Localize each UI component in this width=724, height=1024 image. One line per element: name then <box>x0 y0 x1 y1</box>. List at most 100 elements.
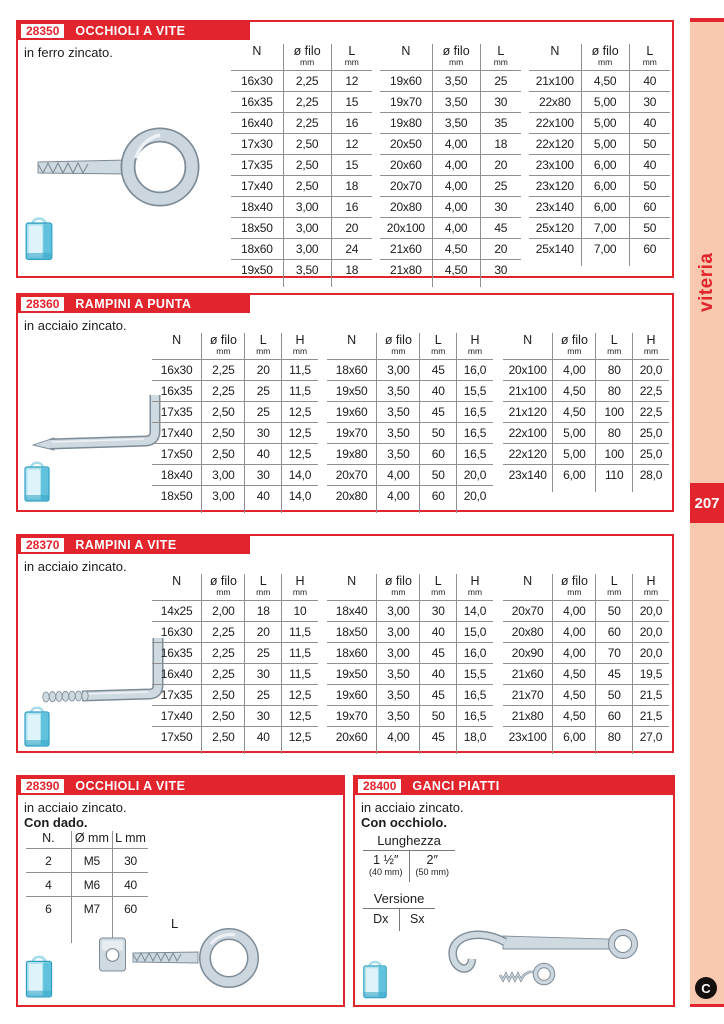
value-cell: 30 <box>244 663 282 685</box>
value-cell: 18x40 <box>231 196 284 218</box>
table-row: 19x50 3,50 40 15,5 <box>327 380 493 402</box>
table-row: 23x120 6,00 50 <box>529 175 670 197</box>
table-row: 20x60 4,00 45 18,0 <box>327 726 493 747</box>
value-cell: 60 <box>628 196 670 218</box>
table-row: 25x140 7,00 60 <box>529 238 670 259</box>
value-cell: 25 <box>479 175 521 197</box>
value-cell: 60 <box>595 705 633 727</box>
value-cell: 18x60 <box>327 359 377 381</box>
value-cell: 12,5 <box>280 401 318 423</box>
pack-icon <box>361 958 389 1000</box>
value-cell: 12,5 <box>280 422 318 444</box>
section-code: 28350 <box>20 23 66 39</box>
value-cell: 21x60 <box>380 238 433 260</box>
value-cell: 60 <box>628 238 670 259</box>
material-note: in acciaio zincato. <box>361 800 464 815</box>
section-title: OCCHIOLI A VITE <box>75 779 186 793</box>
table-row: 17x50 2,50 40 12,5 <box>152 726 318 747</box>
table-row: 23x100 6,00 80 27,0 <box>503 726 669 747</box>
value-cell: 3,00 <box>282 196 332 218</box>
value-cell: 21x70 <box>503 684 553 706</box>
value-cell: 19x70 <box>327 422 377 444</box>
section-28350: 28350 OCCHIOLI A VITE in ferro zincato. … <box>16 20 674 287</box>
material-note: in ferro zincato. <box>24 45 113 60</box>
pack-icon <box>22 704 52 748</box>
value-cell: 6,00 <box>552 464 596 485</box>
value-cell: 18x50 <box>327 621 377 643</box>
column-header: N <box>172 574 182 588</box>
value-cell: M7 <box>70 896 113 920</box>
value-cell: 16x35 <box>152 642 202 664</box>
value-cell: 40 <box>628 112 670 134</box>
value-cell: 18 <box>244 600 282 622</box>
length-size: 2″ <box>426 853 438 867</box>
value-cell: 17x40 <box>152 422 202 444</box>
page-number-badge: 207 <box>690 483 724 523</box>
table-row: 17x35 2,50 25 12,5 <box>152 684 318 706</box>
value-cell: 50 <box>419 422 457 444</box>
value-cell: 14,0 <box>280 464 318 486</box>
table-row: 18x40 3,00 30 14,0 <box>152 464 318 486</box>
value-cell: 12 <box>330 70 372 92</box>
value-cell: 3,00 <box>376 621 420 643</box>
table-row: 16x35 2,25 15 <box>231 91 372 113</box>
material-note: in acciaio zincato. <box>24 318 127 333</box>
value-cell: 2,50 <box>201 422 245 444</box>
value-cell: 2,25 <box>201 642 245 664</box>
value-cell: 21x120 <box>503 401 553 423</box>
value-cell: 45 <box>595 663 633 685</box>
column-header: N <box>172 333 182 347</box>
value-cell: 40 <box>112 872 148 897</box>
table-row: 18x50 3,00 40 14,0 <box>152 485 318 506</box>
value-cell: 20,0 <box>631 621 669 643</box>
value-cell: 16x30 <box>152 359 202 381</box>
section-header: 28350 OCCHIOLI A VITE <box>18 22 250 40</box>
value-cell: 16x40 <box>231 112 284 134</box>
table-row: 17x35 2,50 15 <box>231 154 372 176</box>
section-title: RAMPINI A PUNTA <box>75 297 192 311</box>
value-cell: 40 <box>244 726 282 747</box>
value-cell: 20,0 <box>631 642 669 664</box>
table-row: 19x60 3,50 45 16,5 <box>327 401 493 423</box>
column-header: N <box>252 44 262 58</box>
column-header: N <box>401 44 411 58</box>
value-cell: 4,00 <box>376 464 420 486</box>
value-cell: 21x100 <box>529 70 582 92</box>
value-cell: 11,5 <box>280 642 318 664</box>
value-cell: 6,00 <box>580 154 630 176</box>
value-cell: 20x70 <box>380 175 433 197</box>
flat-hook-illustration <box>448 929 638 986</box>
material-note: in acciaio zincato. <box>24 559 127 574</box>
value-cell: 45 <box>419 642 457 664</box>
value-cell: 5,00 <box>580 112 630 134</box>
value-cell: 18x40 <box>327 600 377 622</box>
value-cell: 19x70 <box>327 705 377 727</box>
column-header: ø filo mm <box>376 574 420 601</box>
table-row: 17x40 2,50 30 12,5 <box>152 422 318 444</box>
section-header: 28370 RAMPINI A VITE <box>18 536 250 554</box>
table-row: 16x40 2,25 16 <box>231 112 372 134</box>
value-cell: 3,50 <box>376 663 420 685</box>
table-row: 19x50 3,50 40 15,5 <box>327 663 493 685</box>
value-cell: 18x60 <box>231 238 284 260</box>
value-cell: 20 <box>244 621 282 643</box>
value-cell: 5,00 <box>580 133 630 155</box>
table-row: 18x40 3,00 16 <box>231 196 372 218</box>
table-row: 17x50 2,50 40 12,5 <box>152 443 318 465</box>
value-cell: 16,5 <box>455 705 493 727</box>
column-header: ø filo mm <box>580 44 630 71</box>
value-cell: 2 <box>26 848 72 873</box>
table-row: 21x100 4,50 80 22,5 <box>503 380 669 402</box>
value-cell: 20x50 <box>380 133 433 155</box>
table-row: 19x80 3,50 35 <box>380 112 521 134</box>
value-cell: 4,50 <box>552 401 596 423</box>
table-row: 23x100 6,00 40 <box>529 154 670 176</box>
value-cell: 40 <box>419 621 457 643</box>
